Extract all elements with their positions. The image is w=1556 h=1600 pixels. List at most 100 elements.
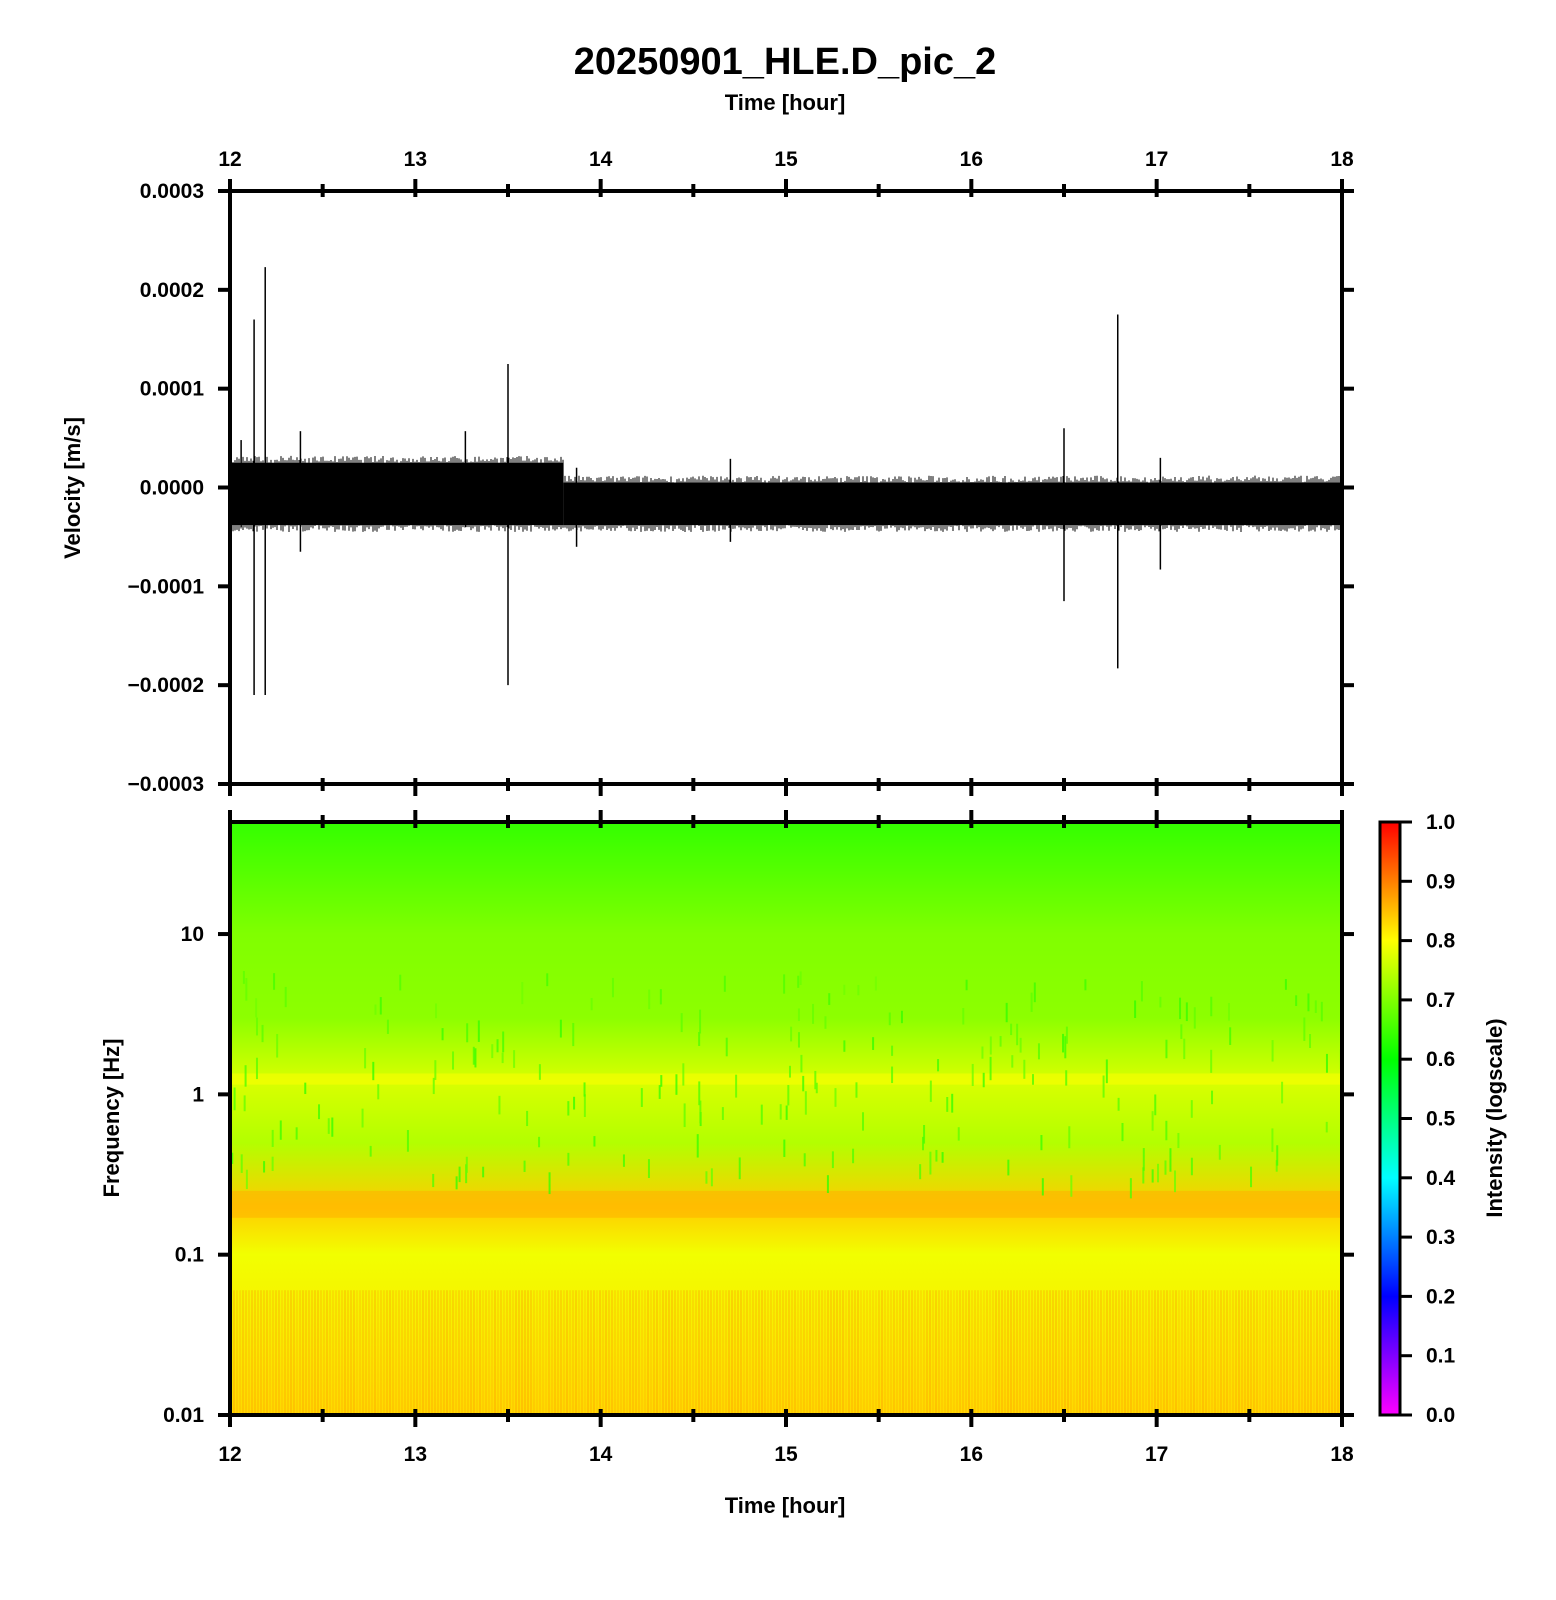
spectrogram-speck xyxy=(372,1061,375,1081)
colorbar-tick-label: 0.3 xyxy=(1426,1226,1455,1249)
spectrogram-speck xyxy=(1030,992,1033,1012)
colorbar-tick-label: 0.2 xyxy=(1426,1285,1455,1308)
spectrogram-speck xyxy=(465,1164,468,1184)
x-tick-label: 17 xyxy=(1145,1443,1168,1466)
spectrogram-speck xyxy=(698,1032,701,1046)
spectrogram-speck xyxy=(501,1052,504,1064)
spectrogram-speck xyxy=(1309,1034,1312,1048)
spectrogram-speck xyxy=(1190,1157,1193,1176)
spectrogram-speck xyxy=(1307,993,1310,1012)
spectrogram-speck xyxy=(900,1010,903,1024)
spectrogram-speck xyxy=(1117,1097,1120,1111)
spectrogram-speck xyxy=(1210,996,1213,1017)
spectrogram-speck xyxy=(498,1095,501,1115)
spectrogram-speck xyxy=(432,1077,435,1095)
spectrogram-speck xyxy=(1065,1026,1068,1044)
spectrogram-speck xyxy=(546,973,549,987)
spectrogram-speck xyxy=(1320,1001,1323,1022)
spectrogram-speck xyxy=(981,1046,984,1059)
spectrogram-speck xyxy=(1211,1090,1214,1105)
spectrogram-speck xyxy=(919,1164,922,1180)
spectrogram-speck xyxy=(1064,1036,1067,1059)
spectrogram-speck xyxy=(1033,982,1036,1003)
y-tick-label: 0.0001 xyxy=(140,378,205,401)
spectrogram-speck xyxy=(369,1145,372,1157)
spectrogram-speck xyxy=(548,1172,551,1195)
x-tick-label: 15 xyxy=(774,148,798,171)
spectrogram-speck xyxy=(682,1063,685,1086)
spectrogram-speck xyxy=(888,1012,891,1026)
spectrogram-speck xyxy=(327,1118,330,1134)
spectrogram-speck xyxy=(502,1031,505,1053)
spectrogram-speck xyxy=(523,1160,526,1172)
spectrogram-speck xyxy=(590,997,593,1011)
spectrogram-speck xyxy=(1151,1111,1154,1131)
spectrogram-speck xyxy=(710,1168,713,1187)
y-tick-label: 10 xyxy=(181,923,204,946)
spectrogram-speck xyxy=(1037,1043,1040,1060)
spectrogram-speck xyxy=(935,1149,938,1162)
spectrogram-speck xyxy=(1227,1002,1230,1021)
spectrogram-speck xyxy=(1005,1002,1008,1023)
velocity-y-ticks: 0.0003 0.0002 0.0001 0.0000 −0.0001 −0.0002 −0… xyxy=(128,180,1354,796)
colorbar-tick-label: 0.6 xyxy=(1426,1048,1455,1071)
spectrogram-speck xyxy=(1325,1121,1328,1133)
x-tick-label: 16 xyxy=(960,148,983,171)
spectrogram-speck xyxy=(1165,1120,1168,1141)
spectrogram-speck xyxy=(1271,1128,1274,1152)
spectrogram-speck xyxy=(513,1050,516,1068)
spectrogram-speck xyxy=(331,1117,334,1137)
spectrogram-speck xyxy=(962,1007,965,1025)
spectrogram-speck xyxy=(1154,1094,1157,1116)
spectrogram-speck xyxy=(573,1096,576,1110)
spectrogram-speck xyxy=(891,1066,894,1084)
y-tick-label: 0.0000 xyxy=(140,477,204,500)
spectrogram-speck xyxy=(386,1019,389,1034)
spectrogram-speck xyxy=(760,1104,763,1125)
spectrogram-speck xyxy=(472,1046,475,1065)
x-tick-label: 13 xyxy=(404,1443,427,1466)
colorbar-tick-label: 0.9 xyxy=(1426,870,1455,893)
spectrogram-speck xyxy=(255,1057,258,1080)
spectrogram-speck xyxy=(804,1091,807,1115)
spectrogram-speck xyxy=(452,1051,455,1070)
spectrogram-speck xyxy=(922,1136,925,1151)
spectrogram-speck xyxy=(583,1082,586,1097)
spectrogram-speck xyxy=(611,977,614,998)
spectrogram-speck xyxy=(1250,1166,1253,1188)
colorbar-tick-label: 0.8 xyxy=(1426,930,1456,953)
spectrogram-speck xyxy=(982,1072,985,1088)
spectrogram-speck xyxy=(1157,1163,1160,1183)
spectrogram-speck xyxy=(957,1127,960,1141)
y-tick-label: 0.0002 xyxy=(140,279,204,302)
x-tick-label: 13 xyxy=(404,148,427,171)
spectrogram-speck xyxy=(648,989,651,1010)
velocity-x-ticks: 12 13 14 15 16 17 18 xyxy=(218,148,1354,796)
spectrogram-speck xyxy=(815,1082,818,1094)
spectrogram-speck xyxy=(725,1037,728,1057)
spectrogram-x-ticks: 12 13 14 15 16 17 18 xyxy=(218,810,1354,1466)
spectrogram-speck xyxy=(435,1003,438,1019)
spectrogram-speck xyxy=(783,974,786,994)
spectrogram-speck xyxy=(779,1104,782,1120)
spectrogram-speck xyxy=(640,1088,643,1107)
spectrogram-speck xyxy=(680,1013,683,1033)
spectrogram-speck xyxy=(1303,1017,1306,1041)
spectrogram-speck xyxy=(1070,1175,1073,1197)
spectrogram-speck xyxy=(526,1110,529,1127)
spectrogram-speck xyxy=(812,1003,815,1024)
spectrogram-speck xyxy=(361,1108,364,1128)
spectrogram-speck xyxy=(567,1101,570,1116)
spectrogram-speck xyxy=(659,989,662,1005)
spectrogram-speck xyxy=(1193,1007,1196,1029)
spectrogram-speck xyxy=(826,1175,829,1194)
y-tick-label: 0.1 xyxy=(175,1244,205,1267)
top-x-axis-label: Time [hour] xyxy=(725,90,846,115)
spectrogram-speck xyxy=(240,1154,243,1173)
colorbar-ticks: 1.0 0.9 0.8 0.7 0.6 0.5 0.4 0.3 0.2 0.1 0.0 xyxy=(1400,811,1456,1427)
x-tick-label: 16 xyxy=(960,1443,983,1466)
spectrogram-speck xyxy=(814,1070,817,1090)
spectrogram-speck xyxy=(593,1136,596,1147)
spectrogram-speck xyxy=(699,1100,702,1124)
spectrogram-speck xyxy=(857,984,860,996)
